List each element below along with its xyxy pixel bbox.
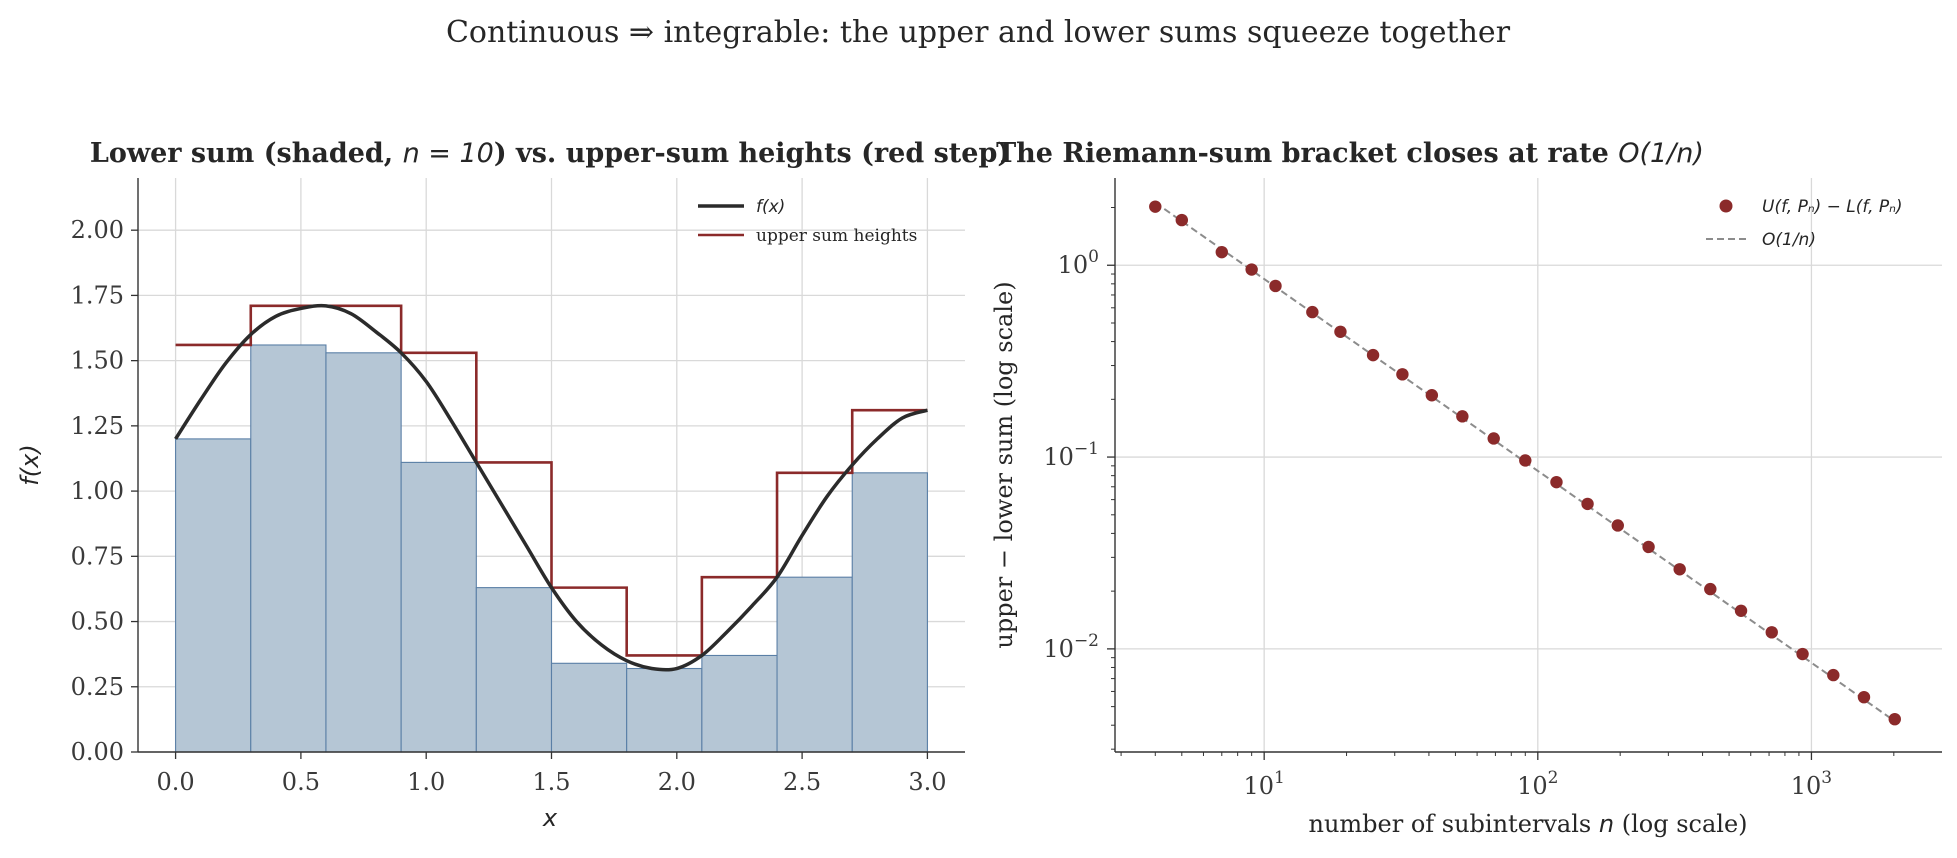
left-x-ticks: 0.0 0.5 1.0 1.5 2.0 2.5 3.0 [157,752,946,796]
left-x-label: x [542,804,558,832]
figure-suptitle: Continuous ⇒ integrable: the upper and l… [446,15,1511,50]
gap-point-15 [1611,519,1624,532]
lower-sum-bar-9 [851,472,928,753]
legend-points-label: U(f, Pₙ) − L(f, Pₙ) [1762,197,1903,217]
gap-point-6 [1334,325,1347,338]
left-xtick-label-3: 1.5 [532,768,570,796]
gap-point-8 [1396,368,1409,381]
gap-point-14 [1581,497,1594,511]
lower-sum-bar-2 [325,352,402,753]
lower-sum-bar-4 [475,587,553,753]
gap-point-18 [1704,582,1717,596]
right-legend: U(f, Pₙ) − L(f, Pₙ) O(1/n) [1706,197,1903,250]
lower-sum-bar-8 [776,576,853,753]
gap-point-9 [1425,389,1439,402]
left-chart: Lower sum (shaded, n = 10) vs. upper-sum… [16,138,1010,832]
gap-point-12 [1519,454,1532,467]
gap-point-20 [1765,626,1778,639]
lower-sum-bar-5 [550,662,628,753]
gap-point-10 [1456,410,1469,423]
lower-sum-bar-0 [175,438,252,753]
right-xtick-label-1: 102 [1517,768,1558,800]
left-legend: f(x) upper sum heights [698,197,917,246]
lower-sum-bar-3 [400,461,477,753]
left-ytick-label-4: 1.00 [71,477,124,505]
gap-point-5 [1306,305,1319,319]
left-xtick-label-4: 2.0 [658,768,696,796]
legend-upper-label: upper sum heights [756,226,917,246]
right-xtick-label-0: 101 [1243,768,1284,800]
gap-point-11 [1487,432,1500,445]
right-ytick-label-0: 100 [1058,247,1099,279]
left-chart-title: Lower sum (shaded, n = 10) vs. upper-sum… [90,138,1010,169]
gap-point-19 [1734,604,1748,617]
gap-point-22 [1827,668,1840,682]
lower-sum-bar-6 [626,667,703,753]
lower-sum-bars [175,344,928,753]
gap-point-2 [1215,245,1228,259]
left-ytick-label-1: 0.25 [71,673,124,701]
right-y-label: upper − lower sum (log scale) [990,281,1018,648]
left-ytick-label-8: 2.00 [71,216,124,244]
gap-point-3 [1245,263,1258,276]
gap-point-16 [1642,540,1655,554]
gap-point-24 [1888,712,1901,726]
right-chart: The Riemann-sum bracket closes at rate O… [990,138,1942,838]
gap-point-0 [1149,200,1162,213]
legend-points-swatch [1719,199,1733,213]
left-xtick-label-1: 0.5 [282,768,320,796]
left-xtick-label-2: 1.0 [407,768,445,796]
legend-curve-label: f(x) [756,197,785,217]
left-ytick-label-7: 1.75 [71,281,124,309]
left-y-label: f(x) [16,444,44,485]
gap-point-17 [1673,563,1686,576]
right-chart-title: The Riemann-sum bracket closes at rate O… [996,138,1704,169]
left-ytick-label-2: 0.50 [71,608,124,636]
right-ytick-label-1: 10−1 [1043,439,1099,471]
gap-point-23 [1857,690,1871,704]
gap-point-1 [1175,213,1189,227]
legend-line-label: O(1/n) [1762,230,1816,250]
function-curve [174,303,928,672]
gap-points [1149,200,1901,726]
left-ytick-label-5: 1.25 [71,412,124,440]
left-y-ticks: 0.00 0.25 0.50 0.75 1.00 1.25 1.50 1.75 2.00 [71,216,138,766]
right-ytick-label-2: 10−2 [1043,631,1099,663]
left-ytick-label-0: 0.00 [71,738,124,766]
function-curve-line [174,303,928,672]
gap-point-4 [1269,279,1282,293]
left-xtick-label-5: 2.5 [783,768,821,796]
lower-sum-bar-7 [701,654,778,753]
left-xtick-label-0: 0.0 [157,768,195,796]
right-xtick-label-2: 103 [1791,768,1832,800]
left-ytick-label-3: 0.75 [71,542,124,570]
gap-point-21 [1796,647,1809,661]
gap-point-13 [1550,475,1563,489]
left-ytick-label-6: 1.50 [71,347,124,375]
right-grid [1115,178,1942,752]
gap-point-7 [1366,348,1380,362]
left-xtick-label-6: 3.0 [908,768,946,796]
lower-sum-bar-1 [250,344,327,753]
right-y-ticks: 100 10−1 10−2 [1043,207,1115,750]
right-x-ticks: 101 102 103 [1120,752,1895,800]
right-x-label: number of subintervals n (log scale) [1308,810,1747,838]
